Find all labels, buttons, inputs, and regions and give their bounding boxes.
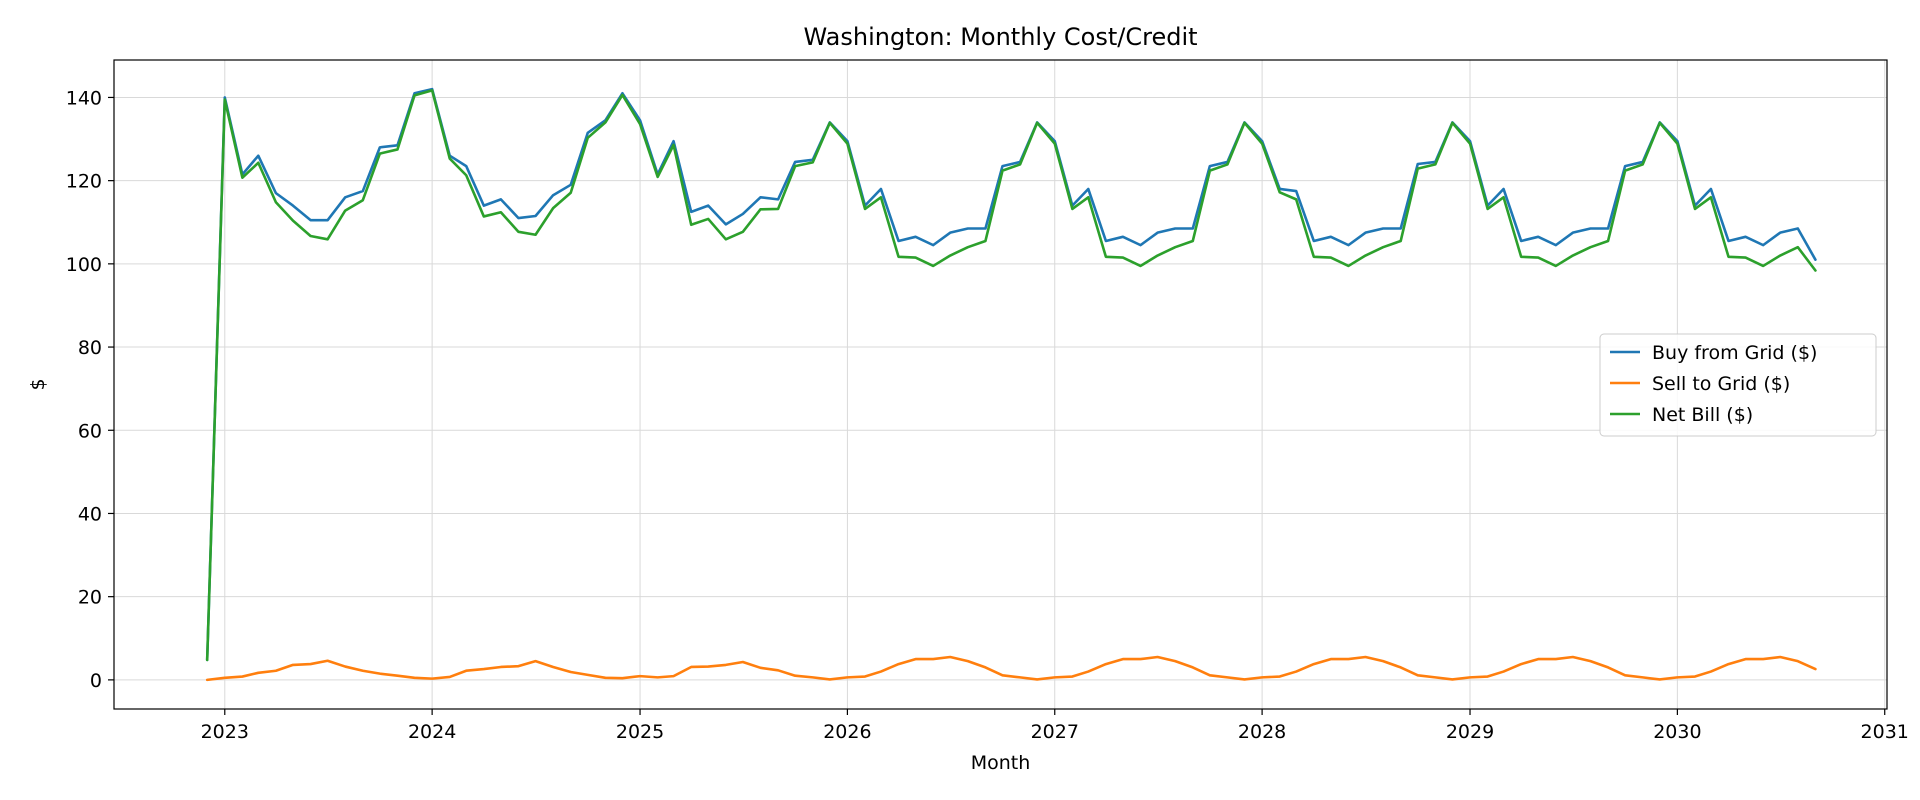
y-tick-label: 60 xyxy=(78,420,102,442)
plot-frame xyxy=(113,59,1888,710)
legend-label: Net Bill ($) xyxy=(1652,404,1753,426)
legend-label: Sell to Grid ($) xyxy=(1652,373,1790,395)
x-tick-label: 2029 xyxy=(1446,721,1494,743)
grid-layer xyxy=(114,60,1887,709)
x-axis-label: Month xyxy=(971,752,1031,774)
x-tick-label: 2024 xyxy=(408,721,456,743)
y-tick-label: 40 xyxy=(78,503,102,525)
series-layer xyxy=(205,87,1817,682)
x-tick-label: 2030 xyxy=(1653,721,1701,743)
x-tick-label: 2026 xyxy=(823,721,871,743)
y-tick-label: 20 xyxy=(78,587,102,609)
x-tick-label: 2028 xyxy=(1238,721,1286,743)
x-tick-label: 2025 xyxy=(616,721,664,743)
y-axis-label: $ xyxy=(27,378,49,390)
tick-layer: 2023 2024 2025 2026 2027 2028 2029 2030 2031 0 20 4… xyxy=(66,87,1909,743)
y-tick-label: 0 xyxy=(90,670,102,692)
series-line-sell-to-grid xyxy=(205,655,1817,682)
series-line-buy-from-grid xyxy=(205,87,1817,662)
x-tick-label: 2031 xyxy=(1861,721,1909,743)
y-tick-label: 140 xyxy=(66,87,102,109)
y-tick-label: 100 xyxy=(66,254,102,276)
legend: Buy from Grid ($) Sell to Grid ($) Net Bil… xyxy=(1599,333,1877,437)
chart-title: Washington: Monthly Cost/Credit xyxy=(803,23,1197,51)
series-line-net-bill xyxy=(205,89,1817,662)
y-tick-label: 80 xyxy=(78,337,102,359)
legend-label: Buy from Grid ($) xyxy=(1652,342,1817,364)
y-tick-label: 120 xyxy=(66,171,102,193)
x-tick-label: 2023 xyxy=(201,721,249,743)
x-tick-label: 2027 xyxy=(1031,721,1079,743)
legend-box xyxy=(1599,333,1877,437)
